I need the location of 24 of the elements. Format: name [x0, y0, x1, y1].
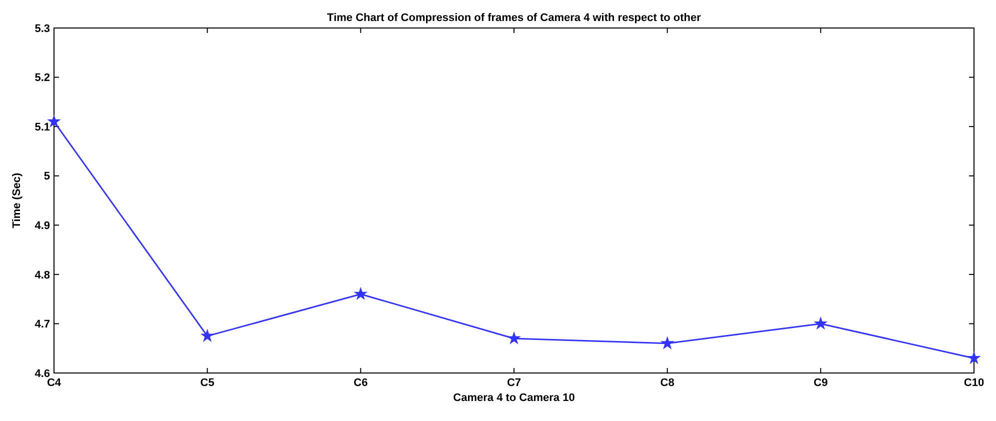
- y-tick-label: 4.8: [34, 269, 50, 282]
- x-tick-label: C7: [506, 377, 522, 389]
- x-tick-label: C5: [200, 377, 214, 389]
- point: [814, 316, 828, 330]
- y-tick-label: 4.6: [34, 368, 50, 380]
- point: [354, 286, 368, 300]
- x-tick-label: C8: [660, 377, 674, 389]
- x-tick-label: C10: [964, 377, 984, 389]
- point: [507, 331, 521, 344]
- chart-title: Time Chart of Compression of frames of Camera 4 with respect to other: [327, 12, 702, 24]
- y-tick-label: 4.7: [34, 318, 50, 331]
- x-tick-label: C9: [814, 377, 828, 389]
- y-tick-label: 5.3: [34, 22, 50, 35]
- x-axis-title: Camera 4 to Camera 10: [453, 392, 575, 404]
- y-axis-title: Time (Sec): [11, 172, 23, 228]
- y-tick-label: 4.9: [34, 220, 50, 232]
- y-tick-label: 5.1: [34, 121, 50, 134]
- point: [967, 350, 981, 364]
- y-tick-label: 5.2: [34, 72, 50, 84]
- x-tick-label: C6: [354, 377, 368, 389]
- point: [200, 328, 214, 342]
- x-tick-label: C4: [46, 377, 62, 389]
- y-tick-label: 5: [44, 170, 50, 183]
- point: [660, 336, 674, 350]
